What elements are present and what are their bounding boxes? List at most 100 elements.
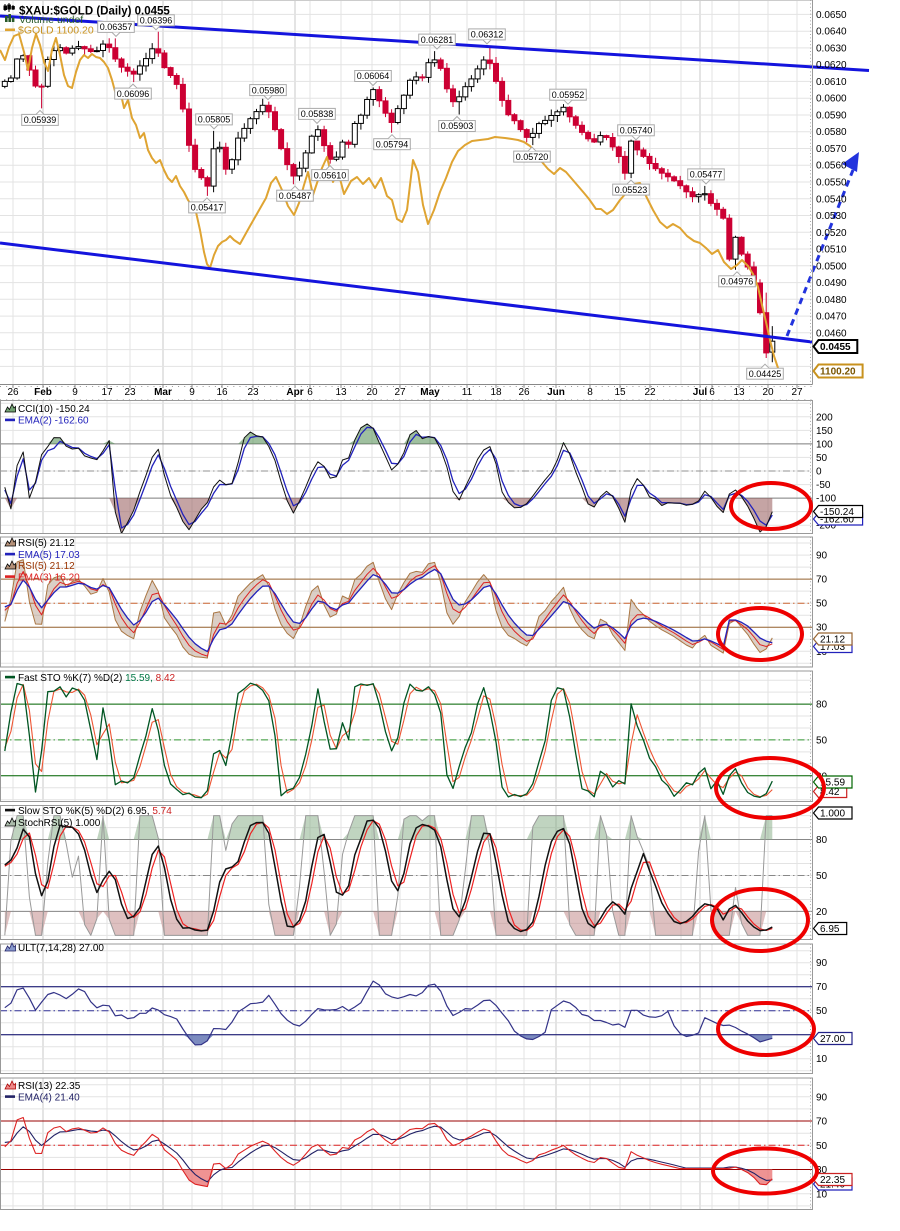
svg-text:-162.60: -162.60: [820, 515, 854, 526]
svg-text:50: 50: [816, 599, 828, 610]
svg-text:Mar: Mar: [154, 387, 172, 398]
svg-text:16: 16: [216, 387, 228, 398]
svg-text:100: 100: [816, 439, 833, 450]
svg-text:Jun: Jun: [547, 387, 565, 398]
svg-text:0.05720: 0.05720: [516, 152, 549, 162]
svg-text:13: 13: [733, 387, 745, 398]
svg-text:6.95: 6.95: [820, 924, 840, 935]
svg-text:0.0500: 0.0500: [816, 261, 847, 272]
svg-text:Jul: Jul: [693, 387, 708, 398]
svg-text:1.000: 1.000: [820, 809, 845, 820]
svg-text:15.59: 15.59: [820, 778, 845, 789]
svg-text:0.04425: 0.04425: [749, 369, 782, 379]
svg-text:21.12: 21.12: [820, 635, 845, 646]
svg-text:50: 50: [816, 1141, 828, 1152]
svg-text:RSI(5) 21.12: RSI(5) 21.12: [18, 538, 75, 549]
svg-text:0.05740: 0.05740: [620, 126, 653, 136]
svg-text:26: 26: [7, 387, 19, 398]
svg-text:0.0570: 0.0570: [816, 144, 847, 155]
svg-text:0.0630: 0.0630: [816, 43, 847, 54]
svg-text:70: 70: [816, 1117, 828, 1128]
svg-text:18: 18: [490, 387, 502, 398]
svg-text:Apr: Apr: [286, 387, 303, 398]
svg-text:150: 150: [816, 426, 833, 437]
svg-text:22: 22: [644, 387, 656, 398]
svg-text:70: 70: [816, 982, 828, 993]
svg-text:10: 10: [816, 1054, 828, 1065]
svg-text:0.06281: 0.06281: [421, 35, 454, 45]
svg-text:RSI(5) 21.12: RSI(5) 21.12: [18, 561, 75, 572]
svg-text:CCI(10) -150.24: CCI(10) -150.24: [18, 404, 90, 415]
svg-text:0.0530: 0.0530: [816, 211, 847, 222]
svg-text:0.05952: 0.05952: [552, 90, 585, 100]
svg-text:20: 20: [762, 387, 774, 398]
svg-text:0.0540: 0.0540: [816, 194, 847, 205]
svg-text:0.0620: 0.0620: [816, 60, 847, 71]
svg-text:EMA(4) 21.40: EMA(4) 21.40: [18, 1093, 80, 1104]
svg-text:0.05838: 0.05838: [301, 109, 334, 119]
svg-text:$GOLD 1100.20: $GOLD 1100.20: [18, 25, 94, 37]
svg-text:0.05805: 0.05805: [198, 115, 231, 125]
svg-text:0.06096: 0.06096: [117, 89, 150, 99]
svg-text:0.0470: 0.0470: [816, 312, 847, 323]
svg-text:23: 23: [247, 387, 259, 398]
svg-text:30: 30: [816, 1165, 828, 1176]
svg-text:200: 200: [816, 412, 833, 423]
svg-text:ULT(7,14,28) 27.00: ULT(7,14,28) 27.00: [18, 943, 104, 954]
svg-text:0.05487: 0.05487: [279, 191, 312, 201]
svg-text:EMA(2) -162.60: EMA(2) -162.60: [18, 416, 89, 427]
svg-text:RSI(13) 22.35: RSI(13) 22.35: [18, 1081, 81, 1092]
svg-text:0.0460: 0.0460: [816, 328, 847, 339]
svg-text:0.05477: 0.05477: [690, 170, 723, 180]
svg-text:-50: -50: [816, 480, 831, 491]
svg-text:-200: -200: [816, 521, 836, 532]
svg-text:10: 10: [816, 1189, 828, 1200]
svg-text:0.05794: 0.05794: [376, 139, 409, 149]
svg-text:80: 80: [816, 835, 828, 846]
svg-text:0.0580: 0.0580: [816, 127, 847, 138]
svg-text:50: 50: [816, 735, 828, 746]
svg-text:0.06312: 0.06312: [471, 30, 504, 40]
svg-text:0.04976: 0.04976: [721, 277, 754, 287]
svg-text:0.06357: 0.06357: [100, 22, 133, 32]
svg-text:0.06064: 0.06064: [357, 71, 390, 81]
svg-text:EMA(5) 17.03: EMA(5) 17.03: [18, 550, 80, 561]
svg-text:0.05523: 0.05523: [615, 185, 648, 195]
svg-text:27.00: 27.00: [820, 1034, 845, 1045]
svg-text:EMA(3) 16.20: EMA(3) 16.20: [18, 573, 80, 584]
svg-text:20: 20: [816, 907, 828, 918]
svg-text:$XAU:$GOLD (Daily) 0.0455: $XAU:$GOLD (Daily) 0.0455: [19, 6, 170, 18]
svg-text:0.0510: 0.0510: [816, 245, 847, 256]
svg-text:26: 26: [518, 387, 530, 398]
svg-text:0.05980: 0.05980: [252, 85, 285, 95]
svg-text:11: 11: [462, 387, 473, 398]
svg-text:13: 13: [335, 387, 347, 398]
svg-text:8.42: 8.42: [820, 787, 840, 798]
svg-text:0.06396: 0.06396: [140, 16, 173, 26]
svg-text:Volume undef: Volume undef: [19, 14, 83, 26]
svg-text:0.05610: 0.05610: [314, 170, 347, 180]
svg-text:15: 15: [614, 387, 626, 398]
svg-text:0.0520: 0.0520: [816, 228, 847, 239]
svg-text:0: 0: [816, 467, 822, 478]
svg-text:30: 30: [816, 623, 828, 634]
svg-text:-100: -100: [816, 494, 836, 505]
svg-text:6: 6: [307, 387, 313, 398]
svg-text:0.0550: 0.0550: [816, 178, 847, 189]
svg-text:9: 9: [72, 387, 78, 398]
svg-text:27: 27: [791, 387, 803, 398]
svg-text:0.0480: 0.0480: [816, 295, 847, 306]
svg-text:0.05417: 0.05417: [191, 203, 224, 213]
svg-text:8: 8: [587, 387, 593, 398]
svg-text:50: 50: [816, 1006, 828, 1017]
svg-text:0.0600: 0.0600: [816, 94, 847, 105]
svg-text:May: May: [420, 387, 440, 398]
svg-text:90: 90: [816, 958, 828, 969]
svg-text:9: 9: [189, 387, 195, 398]
svg-text:80: 80: [816, 700, 828, 711]
svg-text:0.0590: 0.0590: [816, 111, 847, 122]
svg-text:StochRSI(5) 1.000: StochRSI(5) 1.000: [18, 818, 101, 829]
svg-text:17: 17: [101, 387, 113, 398]
svg-text:0.0455: 0.0455: [820, 342, 851, 353]
svg-text:20: 20: [366, 387, 378, 398]
